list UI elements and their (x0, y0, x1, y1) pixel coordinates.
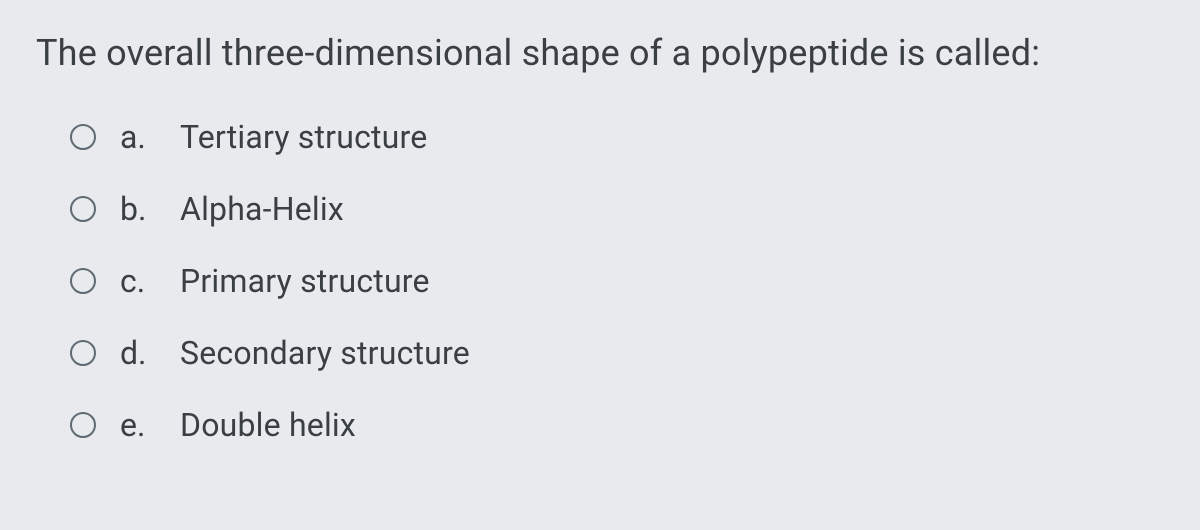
option-row-a[interactable]: a. Tertiary structure (70, 118, 1164, 156)
option-row-c[interactable]: c. Primary structure (70, 262, 1164, 300)
radio-button-c[interactable] (70, 268, 96, 294)
option-text: Primary structure (180, 262, 430, 300)
option-row-b[interactable]: b. Alpha-Helix (70, 190, 1164, 228)
option-letter: a. (120, 118, 156, 156)
option-letter: e. (120, 406, 156, 444)
option-row-e[interactable]: e. Double helix (70, 406, 1164, 444)
option-text: Alpha-Helix (180, 190, 344, 228)
option-text: Double helix (180, 406, 356, 444)
radio-button-a[interactable] (70, 124, 96, 150)
option-text: Tertiary structure (180, 118, 427, 156)
options-list: a. Tertiary structure b. Alpha-Helix c. … (36, 118, 1164, 444)
option-letter: c. (120, 262, 156, 300)
option-letter: b. (120, 190, 156, 228)
option-letter: d. (120, 334, 156, 372)
radio-button-d[interactable] (70, 340, 96, 366)
question-container: The overall three-dimensional shape of a… (36, 28, 1164, 444)
option-text: Secondary structure (180, 334, 470, 372)
question-prompt: The overall three-dimensional shape of a… (36, 28, 1164, 78)
option-row-d[interactable]: d. Secondary structure (70, 334, 1164, 372)
radio-button-e[interactable] (70, 412, 96, 438)
radio-button-b[interactable] (70, 196, 96, 222)
